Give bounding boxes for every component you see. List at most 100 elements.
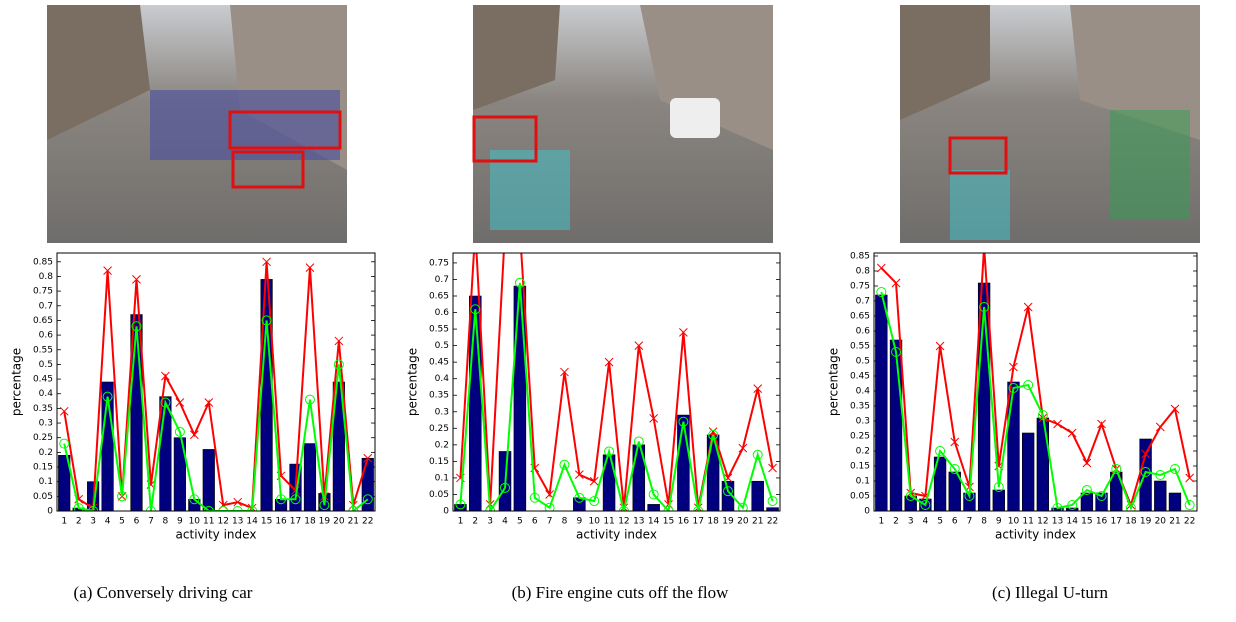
x-tick-label: 9 xyxy=(576,517,582,527)
x-tick-label: 21 xyxy=(752,517,763,527)
marker xyxy=(980,243,988,251)
y-tick-label: 0.15 xyxy=(33,463,53,473)
bar xyxy=(752,481,764,511)
x-tick-label: 22 xyxy=(362,517,373,527)
x-tick-label: 14 xyxy=(246,517,258,527)
y-tick-label: 0.45 xyxy=(33,375,53,385)
x-tick-label: 1 xyxy=(458,517,464,527)
y-tick-label: 0.15 xyxy=(429,457,449,467)
y-tick-label: 0.8 xyxy=(856,267,871,277)
y-tick-label: 0.2 xyxy=(39,448,53,458)
x-tick-label: 21 xyxy=(1169,517,1180,527)
y-tick-label: 0.85 xyxy=(33,257,53,267)
chart: 00.050.10.150.20.250.30.350.40.450.50.55… xyxy=(827,243,1198,602)
bar xyxy=(890,340,902,511)
x-tick-label: 19 xyxy=(722,517,734,527)
bar xyxy=(203,449,215,511)
y-tick-label: 0.7 xyxy=(856,297,870,307)
y-tick-label: 0.45 xyxy=(850,372,870,382)
y-tick-label: 0.4 xyxy=(856,387,871,397)
y-tick-label: 0.6 xyxy=(39,331,54,341)
x-tick-label: 20 xyxy=(1155,517,1167,527)
y-tick-label: 0.35 xyxy=(850,402,870,412)
y-tick-label: 0.4 xyxy=(435,374,450,384)
x-tick-label: 22 xyxy=(1184,517,1195,527)
y-tick-label: 0.75 xyxy=(850,282,870,292)
y-axis-label: percentage xyxy=(10,348,24,416)
y-tick-label: 0.35 xyxy=(33,404,53,414)
y-axis-label: percentage xyxy=(827,348,841,416)
bar xyxy=(1022,433,1034,511)
x-tick-label: 14 xyxy=(648,517,660,527)
y-tick-label: 0.2 xyxy=(435,440,449,450)
y-tick-label: 0.25 xyxy=(429,424,449,434)
x-tick-label: 12 xyxy=(1037,517,1048,527)
x-axis-label: activity index xyxy=(576,528,657,542)
chart: 00.050.10.150.20.250.30.350.40.450.50.55… xyxy=(10,253,376,602)
x-tick-label: 18 xyxy=(707,517,719,527)
y-tick-label: 0.35 xyxy=(429,391,449,401)
x-tick-label: 12 xyxy=(218,517,229,527)
bar xyxy=(993,490,1005,511)
x-tick-label: 19 xyxy=(1140,517,1152,527)
y-tick-label: 0 xyxy=(864,507,870,517)
y-tick-label: 0.85 xyxy=(850,252,870,262)
x-tick-label: 8 xyxy=(981,517,987,527)
x-tick-label: 3 xyxy=(90,517,96,527)
y-tick-label: 0.8 xyxy=(39,272,54,282)
x-tick-label: 22 xyxy=(767,517,778,527)
x-tick-label: 2 xyxy=(472,517,478,527)
x-axis-label: activity index xyxy=(995,528,1076,542)
x-tick-label: 11 xyxy=(603,517,614,527)
x-tick-label: 1 xyxy=(878,517,884,527)
y-tick-label: 0 xyxy=(47,507,53,517)
y-tick-label: 0.3 xyxy=(435,407,449,417)
bar xyxy=(304,444,316,511)
x-tick-label: 4 xyxy=(923,517,929,527)
y-tick-label: 0.4 xyxy=(39,389,54,399)
y-tick-label: 0.1 xyxy=(435,473,449,483)
x-tick-label: 19 xyxy=(319,517,331,527)
x-tick-label: 17 xyxy=(1111,517,1122,527)
x-tick-label: 1 xyxy=(61,517,67,527)
y-tick-label: 0.5 xyxy=(435,341,449,351)
y-tick-label: 0.25 xyxy=(33,433,53,443)
y-tick-label: 0.45 xyxy=(429,358,449,368)
x-tick-label: 6 xyxy=(952,517,958,527)
y-tick-label: 0.05 xyxy=(429,490,449,500)
x-tick-label: 10 xyxy=(588,517,600,527)
x-tick-label: 17 xyxy=(693,517,704,527)
x-tick-label: 10 xyxy=(1008,517,1020,527)
x-tick-label: 5 xyxy=(517,517,523,527)
y-tick-label: 0.75 xyxy=(429,258,449,268)
y-tick-label: 0.3 xyxy=(856,417,870,427)
x-axis-label: activity index xyxy=(176,528,257,542)
y-tick-label: 0.7 xyxy=(435,275,449,285)
photo xyxy=(47,5,347,243)
x-tick-label: 8 xyxy=(562,517,568,527)
x-tick-label: 3 xyxy=(487,517,493,527)
x-tick-label: 11 xyxy=(1022,517,1033,527)
y-tick-label: 0.65 xyxy=(429,292,449,302)
x-tick-label: 17 xyxy=(290,517,301,527)
y-tick-label: 0.65 xyxy=(33,316,53,326)
y-tick-label: 0 xyxy=(443,507,449,517)
x-tick-label: 8 xyxy=(163,517,169,527)
x-tick-label: 12 xyxy=(618,517,629,527)
y-tick-label: 0.5 xyxy=(39,360,53,370)
bar xyxy=(514,286,526,511)
y-tick-label: 0.05 xyxy=(33,492,53,502)
x-tick-label: 6 xyxy=(134,517,140,527)
x-tick-label: 16 xyxy=(1096,517,1108,527)
caption: (b) Fire engine cuts off the flow xyxy=(512,583,730,602)
bar xyxy=(677,415,689,511)
y-tick-label: 0.6 xyxy=(856,327,871,337)
x-tick-label: 7 xyxy=(148,517,154,527)
caption: (a) Conversely driving car xyxy=(74,583,253,602)
chart: 00.050.10.150.20.250.30.350.40.450.50.55… xyxy=(406,226,781,602)
photo xyxy=(900,5,1200,243)
x-tick-label: 18 xyxy=(304,517,316,527)
y-tick-label: 0.05 xyxy=(850,492,870,502)
x-tick-label: 4 xyxy=(502,517,508,527)
bar xyxy=(648,504,660,511)
